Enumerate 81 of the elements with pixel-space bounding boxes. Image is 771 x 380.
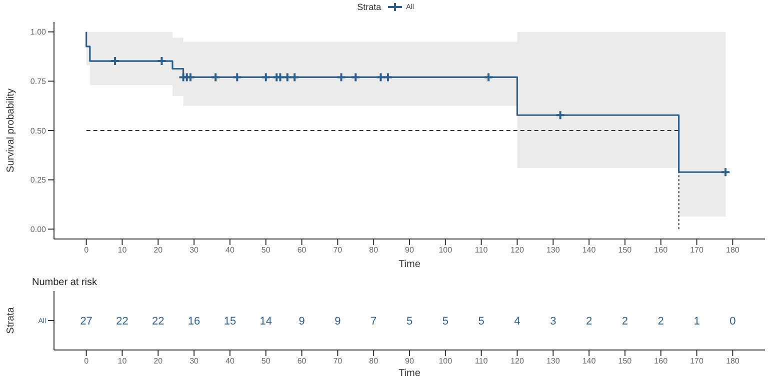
x-tick-label: 180 (726, 356, 740, 366)
data-label: 5 (478, 315, 484, 328)
x-axis-title: Time (398, 259, 421, 270)
point (110, 56, 120, 66)
data-label: 5 (406, 315, 413, 328)
x-tick-label: 90 (405, 356, 414, 366)
x-tick-label: 160 (654, 246, 668, 255)
x-tick-label: 10 (118, 246, 128, 255)
y-tick-label: 1.00 (30, 28, 47, 37)
y-axis-title: Survival probability (6, 88, 17, 172)
x-tick-label: 20 (154, 356, 164, 366)
x-tick-label: 150 (618, 246, 632, 255)
x-tick-label: 30 (190, 246, 200, 255)
x-tick-label: 120 (510, 246, 524, 255)
x-tick-label: 50 (261, 356, 271, 366)
data-label: 14 (260, 315, 272, 328)
x-tick-label: 130 (546, 356, 560, 366)
y-tick-label: 0.50 (30, 126, 47, 136)
x-tick-label: 110 (474, 356, 488, 366)
x-tick-label: 0 (84, 246, 90, 255)
x-tick-label: 140 (582, 356, 596, 366)
y-axis-title: Strata (6, 306, 17, 334)
x-tick-label: 120 (510, 356, 524, 366)
point (376, 72, 386, 82)
point (282, 72, 292, 82)
data-label: 9 (334, 315, 341, 328)
x-tick-label: 40 (226, 246, 235, 255)
x-tick-label: 80 (369, 246, 379, 255)
data-label: 2 (658, 315, 664, 328)
x-tick-label: 160 (654, 356, 668, 366)
x-tick-label: 100 (438, 246, 453, 255)
data-label: 2 (622, 315, 628, 328)
point (290, 72, 300, 82)
data-label: 16 (188, 315, 200, 328)
data-label: 4 (514, 315, 520, 328)
data-label: 27 (80, 315, 92, 328)
legend-title: Strata (357, 2, 382, 12)
x-tick-label: 70 (333, 356, 343, 366)
data-label: 5 (442, 315, 448, 328)
data-label: 22 (116, 315, 128, 328)
y-tick-label: 0.00 (30, 224, 47, 234)
x-tick-label: 0 (84, 356, 90, 366)
x-tick-label: 30 (190, 356, 200, 366)
x-tick-label: 170 (690, 246, 704, 255)
data-label: 22 (152, 315, 164, 328)
x-tick-label: 60 (297, 356, 307, 366)
point (156, 56, 167, 66)
point (260, 72, 271, 82)
data-label: 0 (730, 315, 736, 328)
x-tick-label: 40 (226, 356, 235, 366)
x-tick-label: 20 (154, 246, 164, 255)
x-tick-label: 10 (118, 356, 128, 366)
x-tick-label: 80 (369, 356, 379, 366)
x-tick-label: 170 (690, 356, 704, 366)
x-tick-label: 110 (474, 246, 488, 255)
point (350, 72, 361, 82)
x-axis-title: Time (398, 368, 421, 379)
x-tick-label: 150 (618, 356, 632, 366)
data-label: 2 (586, 315, 592, 328)
data-label: 9 (298, 315, 305, 328)
data-label: 1 (694, 315, 700, 328)
point (336, 72, 346, 82)
x-tick-label: 140 (582, 246, 596, 255)
point (484, 72, 494, 82)
point (210, 72, 221, 82)
point (232, 72, 242, 82)
point (555, 110, 566, 120)
y-tick-label: 0.75 (30, 77, 47, 86)
data-label: 15 (224, 315, 236, 328)
x-tick-label: 50 (261, 246, 271, 255)
x-tick-label: 70 (333, 246, 343, 255)
x-tick-label: 100 (438, 356, 453, 366)
x-tick-label: 60 (297, 246, 307, 255)
x-tick-label: 130 (546, 246, 560, 255)
data-label: 7 (370, 315, 377, 328)
data-label: 3 (550, 315, 556, 328)
chart-title: Number at risk (32, 277, 98, 288)
y-tick-label: 0.25 (30, 176, 47, 185)
x-tick-label: 90 (405, 246, 414, 255)
point (382, 72, 393, 82)
x-tick-label: 180 (726, 246, 740, 255)
